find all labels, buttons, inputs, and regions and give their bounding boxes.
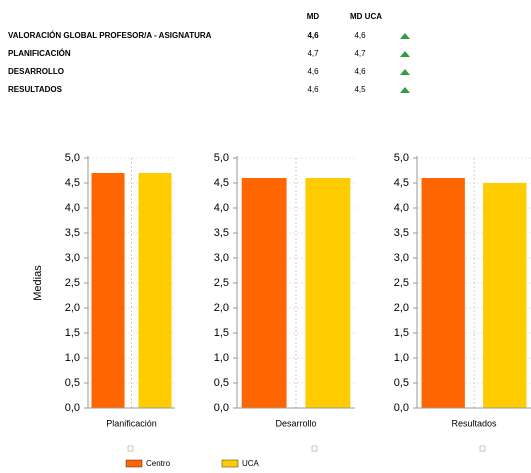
x-axis-label: Resultados xyxy=(451,418,497,428)
legend-label: UCA xyxy=(242,459,260,468)
md-value: 4,6 xyxy=(307,85,319,94)
y-tick-label: 2,0 xyxy=(65,302,80,314)
row-label: PLANIFICACIÓN xyxy=(8,49,71,58)
bar xyxy=(421,178,465,408)
md-value: 4,6 xyxy=(307,67,319,76)
y-tick-label: 1,5 xyxy=(214,327,229,339)
y-tick-label: 4,5 xyxy=(394,177,409,189)
y-tick-label: 0,0 xyxy=(65,402,80,414)
y-tick-label: 1,0 xyxy=(214,352,229,364)
y-tick-label: 5,0 xyxy=(65,152,80,164)
marker-box xyxy=(311,445,318,452)
y-tick-label: 0,0 xyxy=(394,402,409,414)
legend: Centro UCA xyxy=(125,459,260,468)
y-tick-label: 3,5 xyxy=(394,227,409,239)
y-tick-label: 0,5 xyxy=(214,377,229,389)
trend-up-icon xyxy=(400,87,410,93)
bar xyxy=(241,178,287,408)
x-axis-label: Desarrollo xyxy=(275,418,316,428)
x-axis-label: Planificación xyxy=(106,418,157,428)
md-uca-value: 4,5 xyxy=(354,85,366,94)
y-tick-label: 0,0 xyxy=(214,402,229,414)
md-value: 4,6 xyxy=(307,31,319,40)
legend-label: Centro xyxy=(146,459,171,468)
trend-up-icon xyxy=(400,69,410,75)
y-tick-label: 4,0 xyxy=(65,202,80,214)
md-uca-value: 4,7 xyxy=(354,49,366,58)
y-tick-label: 4,0 xyxy=(214,202,229,214)
charts: 0,0 0,5 1,0 1,5 2,0 2,5 3,0 3,5 4,0 4,5 5,0 Planifi… xyxy=(32,152,531,428)
trend-up-icon xyxy=(400,33,410,39)
y-axis-label: Medias xyxy=(32,265,44,301)
y-tick-label: 2,5 xyxy=(65,277,80,289)
y-tick-label: 2,5 xyxy=(214,277,229,289)
legend-swatch xyxy=(125,459,143,468)
md-value: 4,7 xyxy=(307,49,319,58)
y-tick-label: 0,5 xyxy=(65,377,80,389)
marker-box xyxy=(479,445,486,452)
md-uca-value: 4,6 xyxy=(354,31,366,40)
y-tick-label: 2,0 xyxy=(394,302,409,314)
y-tick-label: 2,0 xyxy=(214,302,229,314)
table-header: MD xyxy=(307,12,320,21)
bar xyxy=(483,183,527,408)
legend-swatch xyxy=(221,459,239,468)
y-tick-label: 5,0 xyxy=(214,152,229,164)
y-tick-label: 4,5 xyxy=(214,177,229,189)
y-tick-label: 3,0 xyxy=(394,252,409,264)
y-tick-label: 0,5 xyxy=(394,377,409,389)
y-tick-label: 1,5 xyxy=(65,327,80,339)
bar xyxy=(138,173,172,408)
y-tick-label: 3,0 xyxy=(214,252,229,264)
marker-box xyxy=(127,445,134,452)
y-tick-label: 1,0 xyxy=(394,352,409,364)
y-tick-label: 3,5 xyxy=(214,227,229,239)
y-tick-label: 5,0 xyxy=(394,152,409,164)
row-label: VALORACIÓN GLOBAL PROFESOR/A - ASIGNATUR… xyxy=(8,31,212,40)
y-tick-label: 4,0 xyxy=(394,202,409,214)
y-tick-label: 3,5 xyxy=(65,227,80,239)
md-uca-value: 4,6 xyxy=(354,67,366,76)
bar xyxy=(91,173,125,408)
y-tick-label: 1,0 xyxy=(65,352,80,364)
y-tick-label: 4,5 xyxy=(65,177,80,189)
row-label: RESULTADOS xyxy=(8,85,63,94)
trend-up-icon xyxy=(400,51,410,57)
bar xyxy=(305,178,351,408)
table-body: VALORACIÓN GLOBAL PROFESOR/A - ASIGNATUR… xyxy=(8,31,410,94)
row-label: DESARROLLO xyxy=(8,67,64,76)
table-header: MD UCA xyxy=(350,12,382,21)
y-tick-label: 2,5 xyxy=(394,277,409,289)
y-tick-label: 3,0 xyxy=(65,252,80,264)
y-tick-label: 1,5 xyxy=(394,327,409,339)
